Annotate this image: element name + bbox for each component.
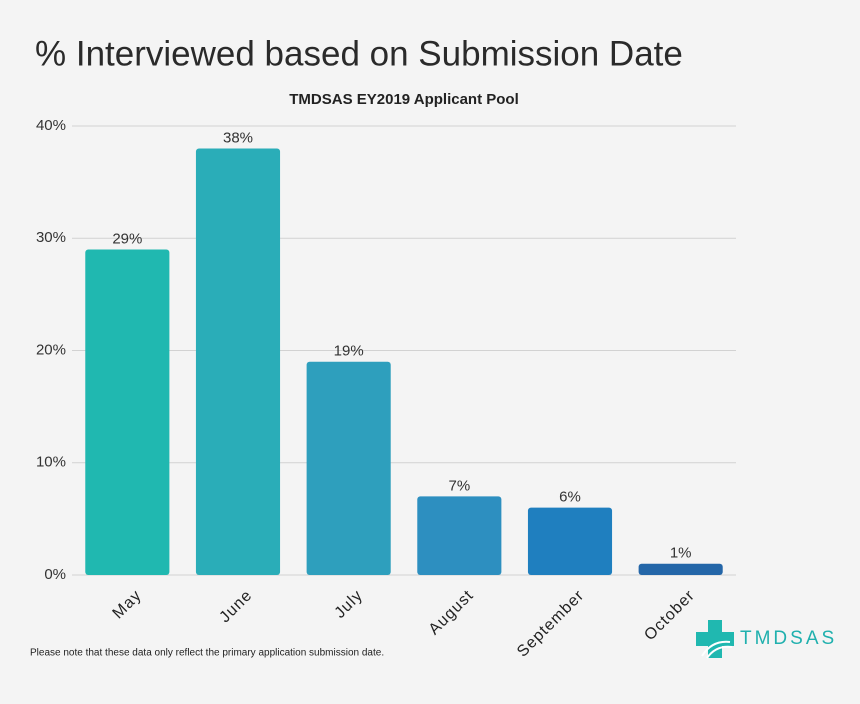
value-label: 38%	[223, 129, 253, 146]
chart-subtitle: TMDSAS EY2019 Applicant Pool	[289, 91, 519, 108]
chart-title: % Interviewed based on Submission Date	[35, 34, 683, 73]
bar	[85, 249, 170, 575]
value-label: 6%	[559, 489, 581, 506]
value-label: 1%	[670, 545, 692, 562]
value-label: 29%	[112, 230, 142, 247]
y-tick-label: 40%	[36, 117, 66, 134]
bar	[638, 563, 723, 575]
bar	[195, 148, 281, 575]
logo-icon	[696, 620, 734, 659]
footnote: Please note that these data only reflect…	[30, 648, 384, 659]
value-label: 19%	[334, 343, 364, 360]
logo-text: TMDSAS	[740, 628, 837, 649]
bar	[527, 507, 613, 575]
bar	[417, 496, 502, 575]
value-label: 7%	[448, 477, 470, 494]
y-tick-label: 0%	[44, 566, 66, 583]
y-tick-label: 20%	[36, 341, 66, 358]
bar	[306, 361, 391, 575]
y-tick-label: 10%	[36, 454, 66, 471]
y-tick-label: 30%	[36, 229, 66, 246]
